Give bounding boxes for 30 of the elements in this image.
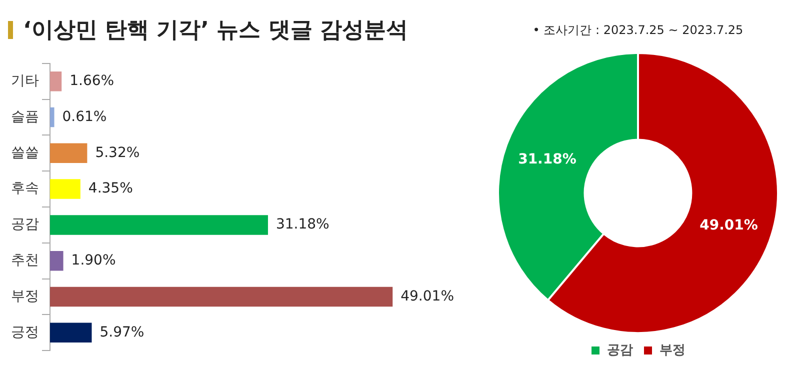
bar xyxy=(50,250,64,271)
y-tick-label: 긍정 xyxy=(11,324,39,340)
bar xyxy=(50,71,62,92)
data-label: 31.18% xyxy=(276,216,330,233)
data-label: 1.66% xyxy=(70,72,114,89)
y-tick-label: 후속 xyxy=(11,180,39,197)
chart-title: ‘이상민 탄핵 기각’ 뉴스 댓글 감성분석 xyxy=(23,17,408,45)
y-tick-label: 공감 xyxy=(11,216,39,233)
bar xyxy=(50,179,80,199)
data-label: 49.01% xyxy=(700,218,758,234)
text: • 조사기간 : 2023.7.25 ~ 2023.7.25 xyxy=(532,22,744,38)
bar xyxy=(50,322,92,343)
legend-label: 공감 xyxy=(607,342,633,358)
data-label: 49.01% xyxy=(400,288,454,304)
y-tick-label: 쓸쓸 xyxy=(11,144,39,161)
data-label: 5.32% xyxy=(95,144,140,161)
bar xyxy=(50,107,54,128)
y-tick-label: 추천 xyxy=(11,252,39,268)
data-label: 1.90% xyxy=(71,252,116,268)
bar xyxy=(50,286,393,307)
data-label: 31.18% xyxy=(518,152,576,168)
data-label: 5.97% xyxy=(100,324,144,340)
y-tick-label: 슬픔 xyxy=(11,108,39,125)
y-tick-label: 기타 xyxy=(11,72,39,89)
data-label: 4.35% xyxy=(88,180,133,197)
legend-label: 부정 xyxy=(660,342,686,358)
data-label: 0.61% xyxy=(62,108,107,125)
y-tick-label: 부정 xyxy=(11,288,39,304)
bar xyxy=(50,215,268,235)
bar xyxy=(50,143,88,164)
